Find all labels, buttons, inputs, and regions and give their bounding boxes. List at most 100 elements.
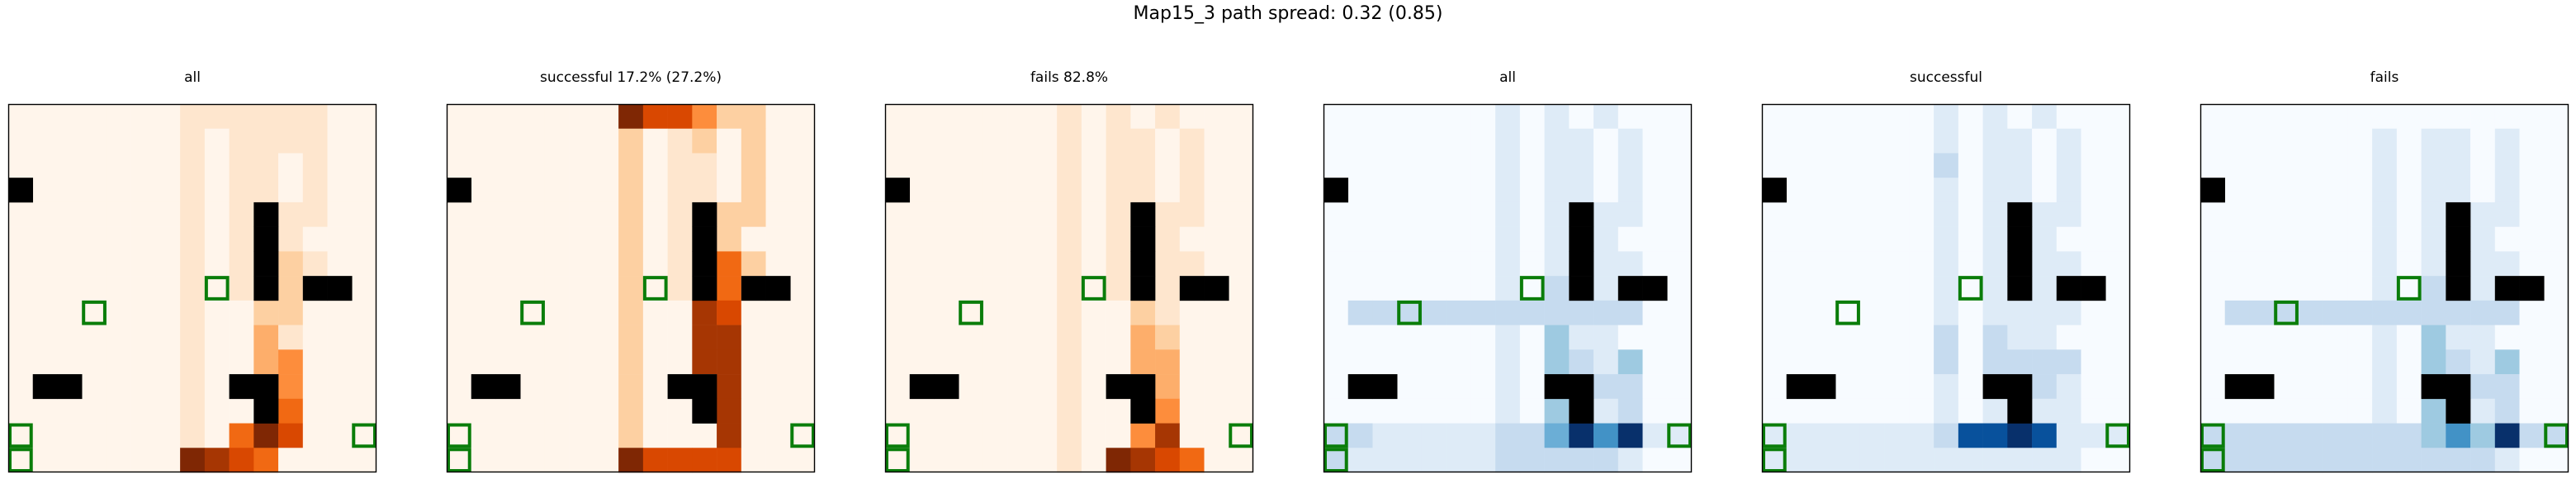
heat-cell	[82, 226, 107, 252]
heat-cell	[765, 349, 791, 375]
heat-cell	[1155, 448, 1181, 473]
heat-cell	[885, 202, 911, 227]
heat-cell	[253, 153, 279, 178]
heat-cell	[1007, 153, 1033, 178]
heat-cell	[1544, 178, 1570, 203]
heat-cell	[594, 423, 619, 448]
heat-cell	[302, 153, 328, 178]
heat-cell	[544, 226, 570, 252]
heat-cell	[2032, 128, 2057, 154]
heat-cell	[2494, 300, 2520, 325]
heat-cell	[1544, 104, 1570, 130]
heat-cell	[1544, 226, 1570, 252]
heat-cell	[1446, 448, 1471, 473]
heat-cell	[2470, 374, 2496, 400]
heat-cell	[1347, 398, 1373, 424]
heat-cell	[2249, 300, 2275, 325]
heat-cell	[130, 423, 156, 448]
heat-cell	[1569, 325, 1594, 350]
heat-cell	[1057, 374, 1082, 400]
heat-cell	[909, 349, 935, 375]
wall-cell	[32, 374, 58, 400]
heat-cell	[2224, 325, 2250, 350]
heat-cell	[520, 178, 546, 203]
heat-cell	[278, 374, 304, 400]
heat-cell	[618, 374, 644, 400]
wall-cell	[1324, 178, 1349, 203]
heat-cell	[790, 325, 816, 350]
heat-cell	[2519, 398, 2545, 424]
heat-cell	[2446, 349, 2471, 375]
heat-cell	[2274, 202, 2299, 227]
heat-cell	[2519, 448, 2545, 473]
heat-cell	[717, 153, 742, 178]
heat-cell	[2249, 398, 2275, 424]
heat-cell	[1372, 153, 1398, 178]
heat-cell	[32, 153, 58, 178]
heat-cell	[741, 178, 766, 203]
heat-cell	[1106, 398, 1131, 424]
heat-cell	[352, 153, 377, 178]
heat-cell	[1569, 300, 1594, 325]
panel-title: successful 17.2% (27.2%)	[539, 69, 722, 86]
heat-cell	[1642, 448, 1668, 473]
heat-cell	[1057, 153, 1082, 178]
target-marker	[82, 300, 107, 325]
heat-cell	[2519, 226, 2545, 252]
heat-cell	[57, 104, 83, 130]
heat-cell	[717, 325, 742, 350]
heat-cell	[1106, 349, 1131, 375]
heat-cell	[569, 300, 594, 325]
heat-cell	[2519, 300, 2545, 325]
wall-cell	[2446, 202, 2471, 227]
wall-cell	[2446, 251, 2471, 277]
wall-cell	[741, 276, 766, 301]
heat-cell	[2224, 104, 2250, 130]
heat-cell	[667, 300, 693, 325]
heat-cell	[32, 276, 58, 301]
heat-cell	[1470, 423, 1496, 448]
heat-cell	[1106, 325, 1131, 350]
heat-cell	[1470, 178, 1496, 203]
heat-cell	[692, 178, 717, 203]
heat-cell	[1569, 349, 1594, 375]
heat-cell	[352, 349, 377, 375]
heat-cell	[8, 398, 34, 424]
heat-cell	[2274, 251, 2299, 277]
heat-cell	[1372, 300, 1398, 325]
heat-cell	[1617, 325, 1643, 350]
heat-cell	[1909, 448, 1934, 473]
heat-cell	[106, 104, 131, 130]
heat-cell	[2056, 153, 2081, 178]
heat-cell	[471, 276, 496, 301]
heat-cell	[1057, 178, 1082, 203]
heat-cell	[1544, 300, 1570, 325]
heat-cell	[57, 423, 83, 448]
heat-cell	[717, 226, 742, 252]
heat-cell	[618, 153, 644, 178]
heat-cell	[1007, 251, 1033, 277]
heat-cell	[1811, 104, 1836, 130]
heat-cell	[1229, 300, 1254, 325]
heat-cell	[544, 374, 570, 400]
target-marker	[520, 300, 545, 325]
heat-cell	[2007, 349, 2033, 375]
heat-cell	[1032, 349, 1058, 375]
heat-cell	[1324, 448, 1349, 473]
heat-cell	[495, 423, 521, 448]
heat-cell	[2421, 276, 2446, 301]
heat-cell	[2470, 448, 2496, 473]
heat-cell	[1081, 276, 1106, 301]
heat-cell	[594, 398, 619, 424]
heat-cell	[2544, 104, 2569, 130]
heat-cell	[765, 153, 791, 178]
heat-cell	[1762, 448, 1788, 473]
heat-cell	[495, 300, 521, 325]
heat-cell	[934, 104, 959, 130]
heat-cell	[765, 128, 791, 154]
heat-cell	[2274, 325, 2299, 350]
heat-cell	[1811, 325, 1836, 350]
heat-cell	[1835, 398, 1861, 424]
wall-cell	[1544, 374, 1570, 400]
heat-cell	[2298, 398, 2323, 424]
